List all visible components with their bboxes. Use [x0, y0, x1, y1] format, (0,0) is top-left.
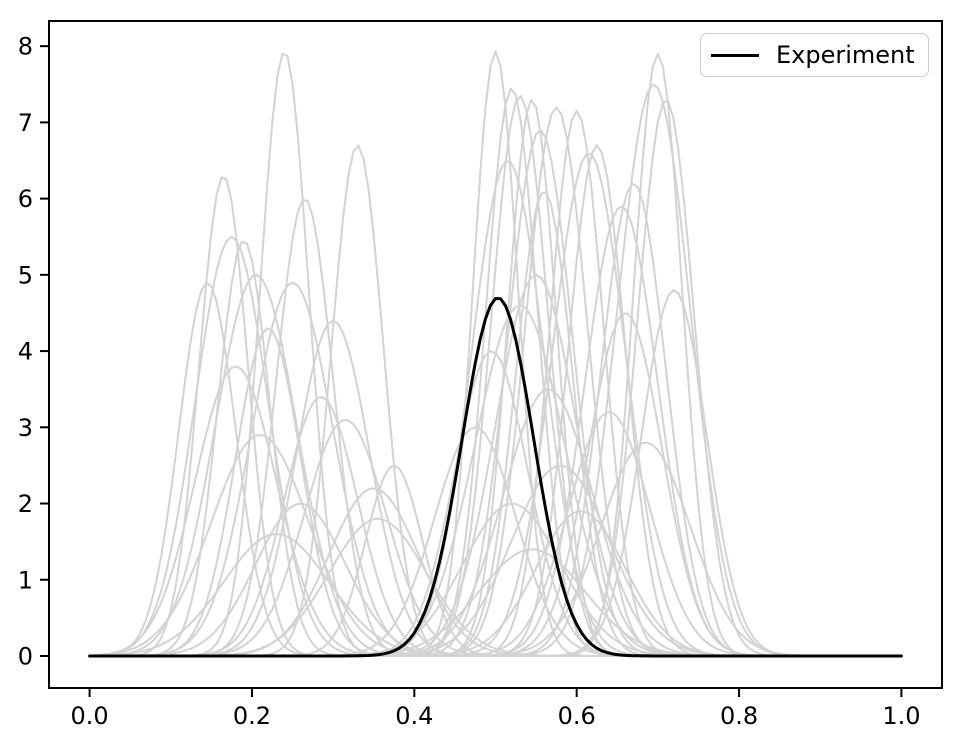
y-tick-label: 0 — [18, 642, 33, 670]
x-tick-label: 1.0 — [882, 702, 920, 730]
sample-curve — [88, 464, 903, 657]
legend[interactable]: Experiment — [700, 33, 929, 77]
y-tick-label: 6 — [18, 185, 33, 213]
y-tick-label: 5 — [18, 261, 33, 289]
sample-curve — [88, 464, 903, 657]
x-tick-label: 0.4 — [395, 702, 433, 730]
experiment-curve — [88, 297, 903, 658]
x-tick-label: 0.2 — [233, 702, 271, 730]
axes-frame — [48, 20, 943, 689]
x-tick-label: 0.0 — [71, 702, 109, 730]
x-tick-label: 0.8 — [720, 702, 758, 730]
sample-curve — [88, 83, 903, 657]
legend-label: Experiment — [776, 41, 915, 69]
x-tick-label: 0.6 — [558, 702, 596, 730]
y-tick-label: 8 — [18, 33, 33, 61]
y-tick-label: 4 — [18, 338, 33, 366]
legend-line-sample-icon — [711, 53, 759, 57]
y-tick-label: 7 — [18, 109, 33, 137]
y-tick-label: 1 — [18, 566, 33, 594]
y-tick-label: 2 — [18, 490, 33, 518]
sample-curve — [88, 350, 903, 657]
y-tick-label: 3 — [18, 414, 33, 442]
